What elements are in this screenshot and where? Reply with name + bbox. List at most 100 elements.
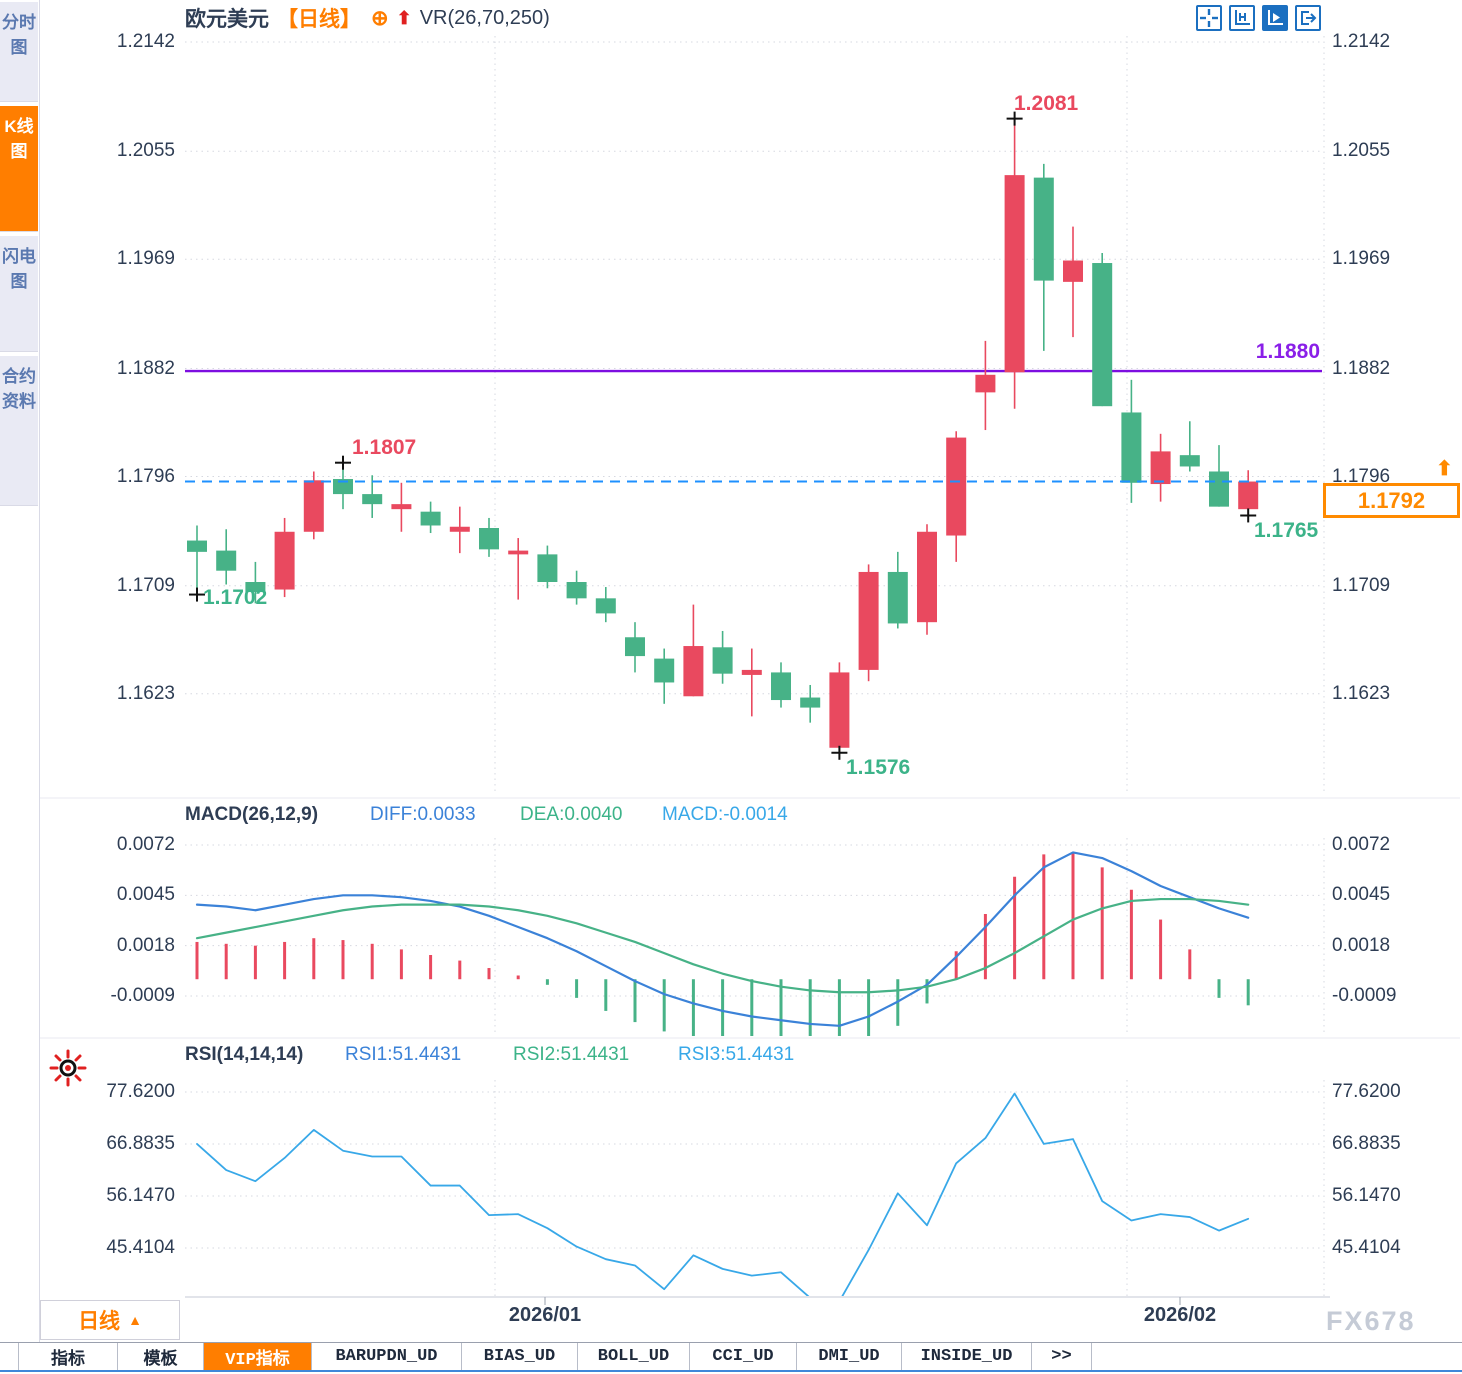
candle-body [887,571,908,624]
y-axis-label-right: 66.8835 [1332,1132,1401,1154]
macd-diff-value: DIFF:0.0033 [370,804,476,825]
macd-hist-value: MACD:-0.0014 [662,804,788,825]
y-axis-label-left: 1.1969 [116,248,175,270]
y-axis-label-left: 1.1796 [116,465,175,487]
symbol-title: 欧元美元 [185,8,269,31]
indicator-tab-bar: 指标 模板 VIP指标 BARUPDN_UD BIAS_UD BOLL_UD CCI_UD D… [0,1342,1462,1372]
y-axis-label-left: 1.2142 [116,31,175,52]
sidebar-tab-4[interactable]: 合约资料 [0,356,38,506]
candle-body [216,550,237,571]
period-selector-button[interactable]: 日线 ▲ [40,1300,180,1340]
y-axis-label-right: 1.1969 [1332,248,1391,270]
bottom-tab-4[interactable]: BARUPDN_UD [312,1343,462,1370]
high-price-label-2: 1.2081 [1014,92,1079,115]
auto-play-tool-icon[interactable] [1262,5,1288,31]
bottom-tab-6[interactable]: BOLL_UD [578,1343,690,1370]
candle-body [420,511,441,526]
up-arrow-icon: ⬆ [396,7,412,28]
macd-group [195,851,1250,1036]
sidebar-tab-2[interactable]: K线图 [0,106,38,232]
bottom-tab-8[interactable]: DMI_UD [797,1343,902,1370]
y-axis-label-right: 1.2055 [1332,140,1391,162]
jump-to-latest-tool-icon[interactable] [1295,5,1321,31]
y-axis-label-left: 0.0018 [116,934,175,956]
y-axis-label-left: 0.0072 [116,834,175,855]
y-axis-label-left: 45.4104 [106,1237,175,1258]
y-axis-label-right: 0.0045 [1332,884,1391,906]
crosshair-tool-icon[interactable] [1196,5,1222,31]
bottom-tab-5[interactable]: BIAS_UD [462,1343,578,1370]
y-axis-label-left: 1.1709 [116,574,175,596]
macd-dea-value: DEA:0.0040 [520,804,623,825]
alert-sun-icon[interactable] [48,1048,88,1088]
y-axis-label-right: 1.1623 [1332,682,1391,704]
y-axis-label-right: -0.0009 [1332,985,1397,1006]
low-price-label-2: 1.1576 [846,756,911,779]
candle-body [771,672,791,701]
bottom-tab-10[interactable]: >> [1032,1343,1092,1370]
bottom-tab-2[interactable]: 模板 [118,1343,204,1370]
candle-body [566,582,587,599]
y-axis-label-left: -0.0009 [110,985,175,1006]
candle-body [654,658,675,683]
candle-body [1179,455,1200,467]
candle-body [917,531,937,623]
x-axis-label-feb: 2026/02 [1143,1304,1217,1326]
y-axis-label-left: 77.6200 [106,1081,175,1102]
axis-scale-tool-icon[interactable] [1229,5,1255,31]
hline-price-label: 1.1880 [1255,340,1320,363]
chart-toolbar [1196,5,1321,31]
candle-body [946,437,967,536]
candle-body [245,582,266,593]
y-axis-label-left: 1.2055 [116,140,175,162]
y-axis-label-left: 66.8835 [106,1132,175,1154]
rsi1-value: RSI1:51.4431 [345,1044,462,1065]
candle-body [1033,177,1054,281]
y-axis-label-right: 1.1709 [1332,574,1391,596]
sidebar-tab-3[interactable]: 闪电图 [0,236,38,352]
period-selector-label: 日线 [78,1310,121,1333]
candle-body [625,637,645,657]
candle-body [333,479,353,495]
candle-body [479,528,499,550]
candle-body [391,504,412,510]
bottom-tab-3[interactable]: VIP指标 [204,1343,312,1370]
watermark: FX678 [1326,1306,1416,1336]
add-indicator-icon[interactable]: ⊕ [371,6,389,30]
current-price-box: 1.1792 [1323,483,1460,518]
period-selector-arrow-icon: ▲ [128,1312,142,1328]
price-up-marker-icon: ⬆ [1436,458,1453,480]
candle-body [1092,263,1113,407]
y-axis-label-left: 56.1470 [106,1184,175,1206]
left-sidebar: 分时图 K线图闪电图合约资料 [0,0,40,1342]
chart-header: 欧元美元 【日线】 ⊕ ⬆ VR(26,70,250) [185,4,550,32]
y-axis-label-right: 0.0018 [1332,934,1391,956]
candle-body [741,669,762,675]
rsi-group [196,1092,1250,1296]
candle-body [274,531,295,590]
y-axis-label-right: 1.1796 [1332,465,1391,487]
rsi-line [196,1092,1250,1296]
sidebar-tab-1[interactable]: 分时图 [0,2,38,102]
y-axis-label-right: 1.1882 [1332,357,1391,379]
candle-body [537,554,558,582]
y-axis-label-right: 77.6200 [1332,1081,1401,1102]
candle-body [975,374,996,393]
candle-body [1238,481,1259,510]
candle-body [362,494,383,505]
candle-body [187,540,207,552]
bottom-tab-9[interactable]: INSIDE_UD [902,1343,1032,1370]
x-axis-label-jan: 2026/01 [508,1304,582,1326]
macd-title: MACD(26,12,9) [185,804,319,825]
candle-body [829,672,850,748]
bottom-tab-1[interactable]: 指标 [18,1343,118,1370]
high-price-label-1: 1.1807 [352,436,417,459]
candle-body [1063,260,1083,282]
candle-body [800,697,821,708]
candle-body [1121,412,1142,483]
bottom-tab-7[interactable]: CCI_UD [690,1343,797,1370]
candle-body [303,480,324,532]
vr-indicator-label: VR(26,70,250) [419,6,550,29]
candle-body [1004,175,1025,373]
